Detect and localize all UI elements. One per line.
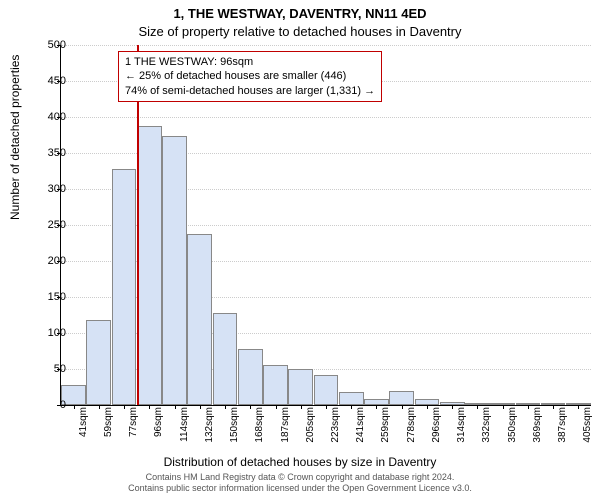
grid-line (61, 45, 591, 46)
y-axis-label: Number of detached properties (8, 55, 22, 220)
ytick-label: 300 (48, 183, 66, 195)
xtick-mark (503, 405, 504, 409)
ytick-label: 100 (48, 327, 66, 339)
xtick-mark (351, 405, 352, 409)
histogram-bar (314, 375, 339, 405)
ytick-label: 400 (48, 111, 66, 123)
xtick-mark (553, 405, 554, 409)
xtick-label: 223sqm (330, 407, 341, 443)
xtick-label: 259sqm (380, 407, 391, 443)
histogram-bar (238, 349, 263, 405)
xtick-label: 96sqm (153, 407, 164, 437)
xtick-mark (124, 405, 125, 409)
xtick-label: 132sqm (204, 407, 215, 443)
attribution-line1: Contains HM Land Registry data © Crown c… (0, 472, 600, 483)
ytick-label: 250 (48, 219, 66, 231)
xtick-mark (452, 405, 453, 409)
xtick-mark (225, 405, 226, 409)
ytick-label: 450 (48, 75, 66, 87)
xtick-mark (149, 405, 150, 409)
histogram-bar (162, 136, 187, 405)
xtick-label: 241sqm (355, 407, 366, 443)
histogram-bar (389, 391, 414, 405)
histogram-bar (339, 392, 364, 405)
xtick-mark (74, 405, 75, 409)
xtick-label: 114sqm (179, 407, 190, 442)
xtick-mark (200, 405, 201, 409)
xtick-label: 77sqm (128, 407, 139, 437)
histogram-bar (86, 320, 111, 405)
histogram-bar (213, 313, 238, 405)
xtick-mark (578, 405, 579, 409)
xtick-label: 59sqm (103, 407, 114, 437)
histogram-bar (263, 365, 288, 405)
xtick-label: 369sqm (532, 407, 543, 443)
xtick-label: 314sqm (456, 407, 467, 443)
histogram-bar (187, 234, 212, 405)
xtick-mark (427, 405, 428, 409)
grid-line (61, 117, 591, 118)
xtick-label: 150sqm (229, 407, 240, 443)
xtick-label: 332sqm (481, 407, 492, 443)
xtick-mark (250, 405, 251, 409)
xtick-mark (326, 405, 327, 409)
chart-title-address: 1, THE WESTWAY, DAVENTRY, NN11 4ED (0, 6, 600, 21)
chart-area: 41sqm59sqm77sqm96sqm114sqm132sqm150sqm16… (60, 45, 590, 405)
attribution-line2: Contains public sector information licen… (0, 483, 600, 494)
xtick-mark (276, 405, 277, 409)
xtick-mark (301, 405, 302, 409)
ytick-label: 50 (54, 363, 66, 375)
chart-subtitle: Size of property relative to detached ho… (0, 24, 600, 39)
xtick-label: 168sqm (254, 407, 265, 443)
ytick-label: 500 (48, 39, 66, 51)
xtick-label: 405sqm (582, 407, 593, 443)
xtick-mark (528, 405, 529, 409)
xtick-mark (402, 405, 403, 409)
annotation-line2: ← 25% of detached houses are smaller (44… (125, 69, 375, 83)
xtick-mark (99, 405, 100, 409)
x-axis-label: Distribution of detached houses by size … (0, 455, 600, 469)
xtick-label: 278sqm (406, 407, 417, 443)
xtick-label: 41sqm (78, 407, 89, 437)
histogram-bar (112, 169, 137, 405)
xtick-label: 387sqm (557, 407, 568, 443)
ytick-label: 0 (60, 399, 66, 411)
xtick-mark (175, 405, 176, 409)
ytick-label: 200 (48, 255, 66, 267)
xtick-mark (376, 405, 377, 409)
xtick-label: 205sqm (305, 407, 316, 443)
histogram-bar (288, 369, 313, 405)
annotation-line3: 74% of semi-detached houses are larger (… (125, 84, 375, 98)
ytick-label: 350 (48, 147, 66, 159)
ytick-label: 150 (48, 291, 66, 303)
xtick-label: 187sqm (280, 407, 291, 443)
xtick-label: 350sqm (507, 407, 518, 443)
xtick-mark (477, 405, 478, 409)
histogram-bar (137, 126, 162, 405)
attribution-text: Contains HM Land Registry data © Crown c… (0, 472, 600, 494)
xtick-label: 296sqm (431, 407, 442, 443)
annotation-box: 1 THE WESTWAY: 96sqm ← 25% of detached h… (118, 51, 382, 102)
chart-container: 1, THE WESTWAY, DAVENTRY, NN11 4ED Size … (0, 0, 600, 500)
annotation-line1: 1 THE WESTWAY: 96sqm (125, 55, 375, 69)
